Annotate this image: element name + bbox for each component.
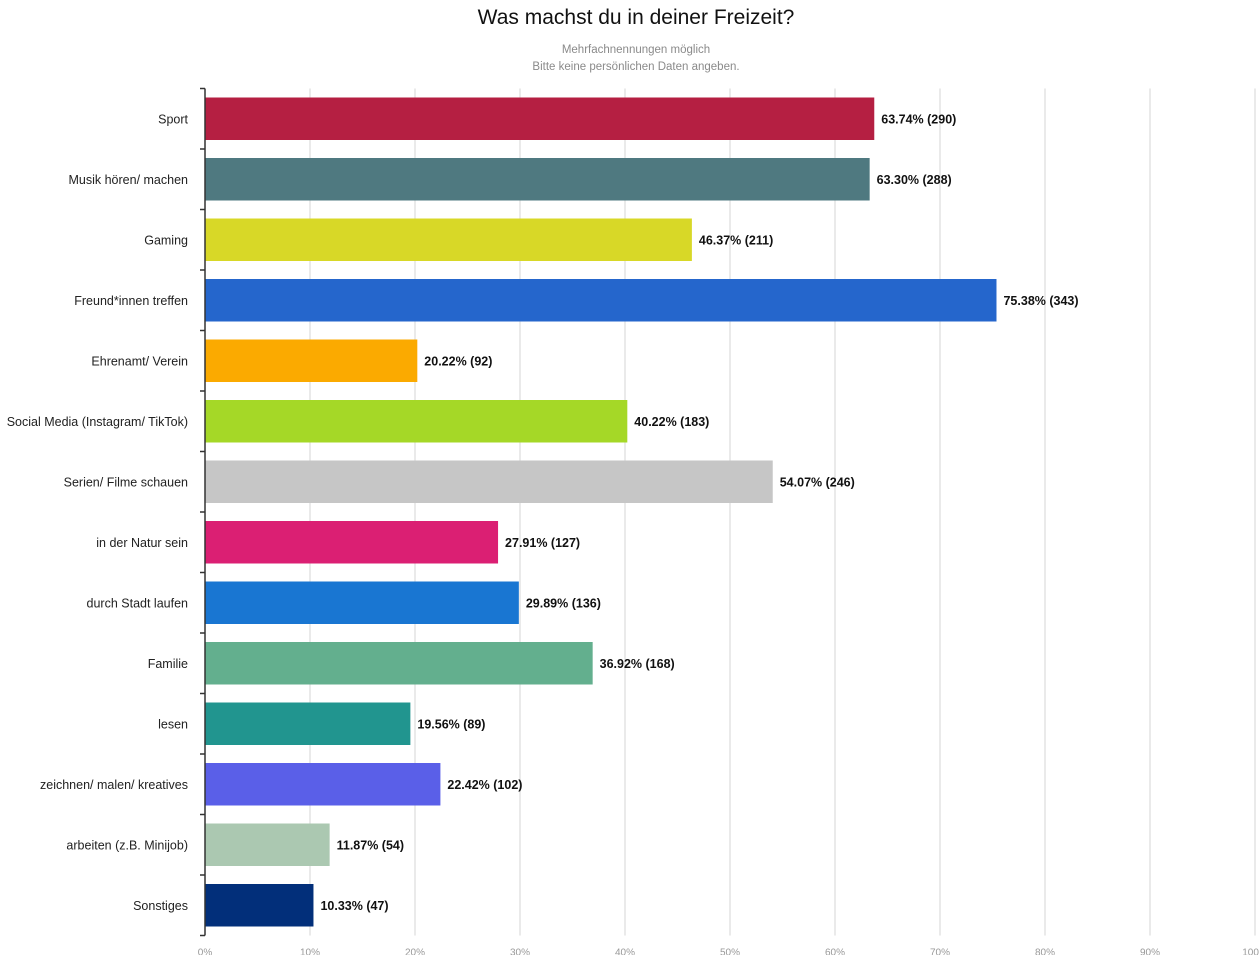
bar <box>205 581 519 624</box>
data-label: 19.56% (89) <box>417 717 485 731</box>
category-label: Ehrenamt/ Verein <box>91 354 188 368</box>
category-label: zeichnen/ malen/ kreatives <box>40 778 188 792</box>
data-label: 40.22% (183) <box>634 415 709 429</box>
bar <box>205 823 330 866</box>
bar <box>205 521 499 564</box>
x-tick-label: 40% <box>615 948 635 955</box>
data-label: 11.87% (54) <box>337 838 404 852</box>
x-tick-label: 80% <box>1035 948 1055 955</box>
bar <box>205 642 593 685</box>
category-label: in der Natur sein <box>96 536 188 550</box>
data-label: 63.30% (288) <box>877 173 952 187</box>
bar <box>205 702 411 745</box>
x-tick-label: 90% <box>1140 948 1160 955</box>
category-label: durch Stadt laufen <box>87 596 189 610</box>
chart-subtitle-line-1: Mehrfachnennungen möglich <box>561 44 711 56</box>
data-label: 46.37% (211) <box>699 233 773 247</box>
category-label: Familie <box>148 657 188 671</box>
x-tick-label: 100% <box>1242 948 1259 955</box>
category-label: arbeiten (z.B. Minijob) <box>66 838 188 852</box>
category-label: Musik hören/ machen <box>68 173 188 187</box>
category-label: Sport <box>158 112 188 126</box>
x-tick-label: 60% <box>825 948 845 955</box>
data-label: 10.33% (47) <box>320 899 388 913</box>
bar <box>205 400 628 443</box>
category-label: Social Media (Instagram/ TikTok) <box>7 415 188 429</box>
category-label: Serien/ Filme schauen <box>64 475 188 489</box>
data-label: 27.91% (127) <box>505 536 580 550</box>
x-tick-label: 10% <box>300 948 320 955</box>
data-label: 54.07% (246) <box>780 475 855 489</box>
bar <box>205 97 875 140</box>
bar <box>205 763 441 806</box>
category-label: lesen <box>158 717 188 731</box>
x-tick-label: 30% <box>510 948 530 955</box>
data-label: 20.22% (92) <box>424 354 492 368</box>
x-tick-label: 20% <box>405 948 425 955</box>
chart-title: Was machst du in deiner Freizeit? <box>477 6 795 29</box>
bar <box>205 339 418 382</box>
category-label: Freund*innen treffen <box>74 294 188 308</box>
data-label: 36.92% (168) <box>600 657 675 671</box>
bar <box>205 158 870 201</box>
bar <box>205 460 773 503</box>
bar <box>205 884 314 927</box>
x-tick-label: 50% <box>720 948 740 955</box>
data-label: 22.42% (102) <box>447 778 522 792</box>
data-label: 29.89% (136) <box>526 596 601 610</box>
data-label: 63.74% (290) <box>881 112 956 126</box>
bar <box>205 218 692 261</box>
x-tick-label: 0% <box>198 948 213 955</box>
category-label: Sonstiges <box>133 899 188 913</box>
x-tick-label: 70% <box>930 948 950 955</box>
data-label: 75.38% (343) <box>1003 294 1078 308</box>
category-label: Gaming <box>144 233 188 247</box>
bar <box>205 279 997 322</box>
chart-subtitle-line-2: Bitte keine persönlichen Daten angeben. <box>532 61 740 73</box>
